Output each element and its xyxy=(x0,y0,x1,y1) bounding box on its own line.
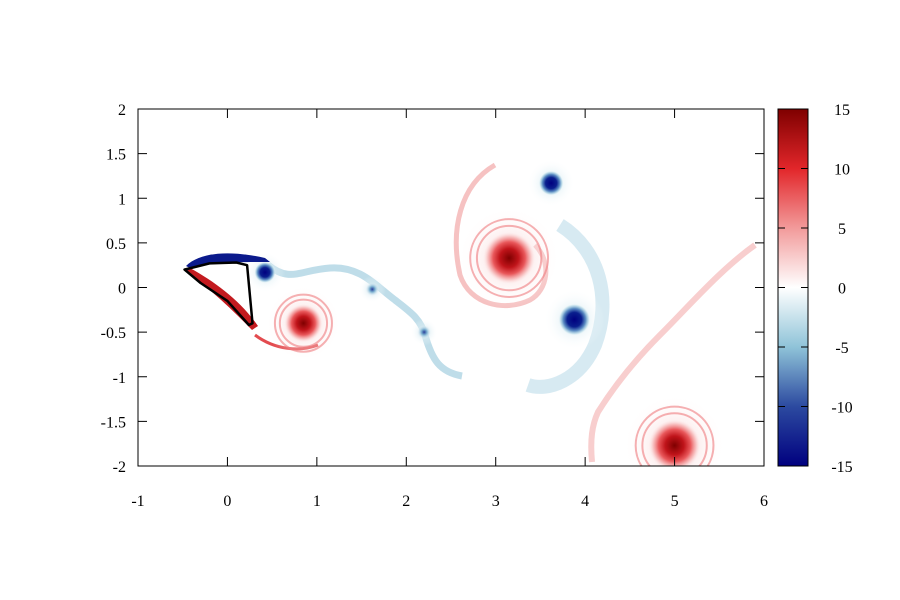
colorbar-label-4: -5 xyxy=(835,340,848,357)
x-axis-tick-labels: -1 0 1 2 3 4 5 6 xyxy=(131,493,768,510)
x-tick-label-0: -1 xyxy=(131,493,144,510)
colorbar-label-2: 5 xyxy=(838,221,846,238)
colorbar-tick-labels: 15 10 5 0 -5 -10 -15 xyxy=(831,102,852,476)
y-tick-label-0: 2 xyxy=(118,102,126,119)
colorbar-label-6: -15 xyxy=(831,459,852,476)
y-tick-label-8: -2 xyxy=(113,459,126,476)
vortex-2 xyxy=(365,282,380,297)
vortex-ring-1-0 xyxy=(273,293,333,353)
vortex-layer xyxy=(244,159,726,466)
vortex-0 xyxy=(254,261,276,284)
vortex-6 xyxy=(558,303,591,336)
y-axis-ticks xyxy=(138,108,764,467)
y-tick-label-2: 1 xyxy=(118,191,126,208)
x-axis-ticks xyxy=(137,109,765,466)
x-tick-label-1: 0 xyxy=(223,493,231,510)
y-tick-label-1: 1.5 xyxy=(106,147,126,164)
y-tick-label-7: -1.5 xyxy=(101,414,126,431)
x-tick-label-2: 1 xyxy=(313,493,321,510)
vortex-7 xyxy=(647,418,702,466)
x-tick-label-4: 3 xyxy=(492,493,500,510)
shear-layer-upper xyxy=(265,262,463,380)
plot-area: -1 0 1 2 3 4 5 6 2 1.5 1 0.5 0 -0.5 -1 -1.5 -2 xyxy=(101,102,768,510)
y-axis-tick-labels: 2 1.5 1 0.5 0 -0.5 -1 -1.5 -2 xyxy=(101,102,126,476)
colorbar-label-3: 0 xyxy=(838,281,846,298)
vortex-ring-1-1 xyxy=(278,298,329,348)
vorticity-field xyxy=(183,159,757,466)
vortex-ring-4-0 xyxy=(469,218,550,298)
colorbar-ticks xyxy=(778,108,808,467)
vortex-ring-7-1 xyxy=(641,412,708,466)
vortex-3 xyxy=(417,324,432,340)
y-tick-label-6: -1 xyxy=(113,370,126,387)
filament-red-diagonal xyxy=(588,242,757,463)
x-tick-label-5: 4 xyxy=(581,493,589,510)
vortex-ring-4-1 xyxy=(475,224,543,292)
vortex-ring-7-0 xyxy=(634,405,715,466)
colorbar-label-1: 10 xyxy=(834,162,850,179)
vortex-1 xyxy=(283,303,324,343)
colorbar: 15 10 5 0 -5 -10 -15 xyxy=(777,102,853,476)
colorbar-label-5: -10 xyxy=(831,400,852,417)
colorbar-label-0: 15 xyxy=(834,102,850,119)
y-tick-label-5: -0.5 xyxy=(101,325,126,342)
vortex-5 xyxy=(538,170,564,196)
y-tick-label-3: 0.5 xyxy=(106,236,126,253)
y-tick-label-4: 0 xyxy=(118,281,126,298)
vortex-4 xyxy=(482,231,536,285)
x-tick-label-6: 5 xyxy=(671,493,679,510)
x-tick-label-7: 6 xyxy=(760,493,768,510)
airfoil-body-outline xyxy=(183,261,254,327)
x-tick-label-3: 2 xyxy=(402,493,410,510)
